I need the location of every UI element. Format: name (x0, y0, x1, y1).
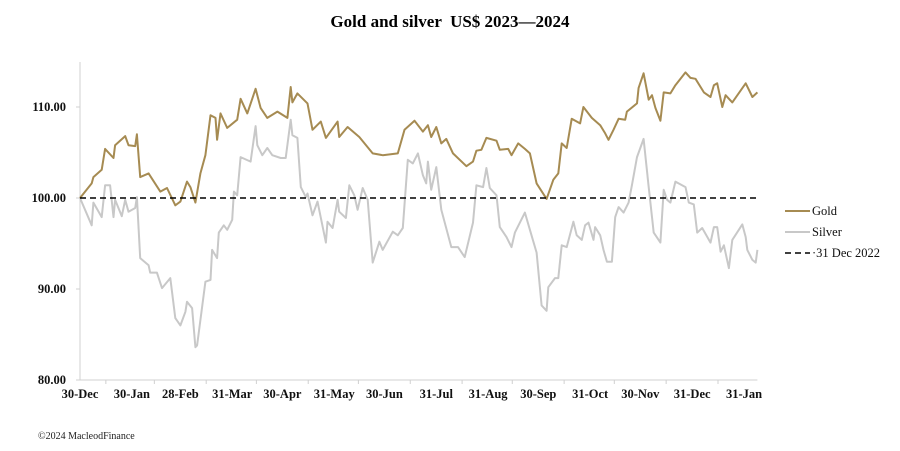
x-tick-label: 31-Dec (674, 387, 711, 401)
legend-label-silver: Silver (812, 225, 843, 239)
x-tick-label: 31-Jul (420, 387, 454, 401)
axes: 80.00 90.00 100.00 110.00 30-Dec 30-Jan 28-Feb… (32, 62, 762, 401)
series-line-gold (79, 71, 759, 207)
y-tick-label: 90.00 (38, 282, 66, 296)
copyright-text: ©2024 MacleodFinance (38, 431, 135, 442)
x-tick-label: 31-Aug (469, 387, 509, 401)
x-tick-label: 28-Feb (162, 387, 199, 401)
x-tick-label: 30-Apr (263, 387, 302, 401)
x-tick-label: 30-Dec (62, 387, 99, 401)
y-tick-label: 100.00 (32, 191, 66, 205)
y-tick-label: 80.00 (38, 373, 66, 387)
x-tick-label: 31-Jan (726, 387, 762, 401)
series-group (79, 71, 759, 349)
y-tick-label: 110.00 (32, 100, 66, 114)
x-tick-label: 30-Sep (520, 387, 556, 401)
x-tick-label: 31-Oct (572, 387, 609, 401)
x-tick-label: 31-Mar (212, 387, 253, 401)
legend: Gold Silver ·31 Dec 2022 (785, 204, 880, 260)
x-tick-label: 30-Nov (621, 387, 660, 401)
x-tick-label: 30-Jan (114, 387, 150, 401)
series-line-silver (79, 118, 759, 349)
x-tick-label: 30-Jun (366, 387, 403, 401)
legend-label-gold: Gold (812, 204, 838, 218)
chart-title: Gold and silver US$ 2023—2024 (330, 12, 570, 31)
legend-label-31-dec-2022: ·31 Dec 2022 (812, 246, 880, 260)
x-tick-label: 31-May (314, 387, 356, 401)
